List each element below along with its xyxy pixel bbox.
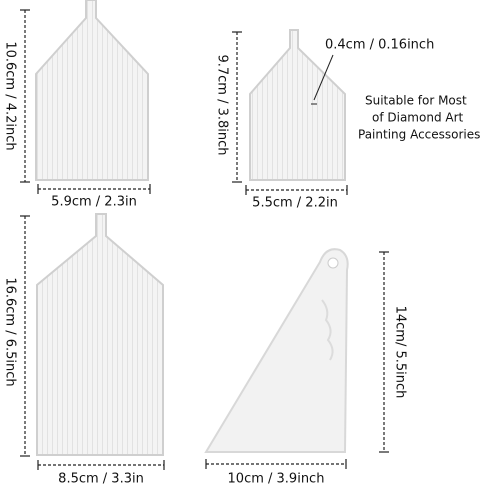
note-line: Suitable for Most [365, 94, 467, 108]
tray-large [36, 213, 164, 456]
height-label: 16.6cm / 6.5inch [3, 277, 18, 386]
height-label: 9.7cm / 3.8inch [215, 54, 230, 155]
tray-medium [249, 29, 346, 181]
width-label: 5.9cm / 2.3in [51, 195, 137, 210]
width-label: 8.5cm / 3.3in [58, 472, 144, 487]
width-label: 5.5cm / 2.2in [252, 196, 338, 211]
scraper [204, 248, 349, 453]
callout-line [313, 54, 334, 101]
scraper-grip [321, 299, 334, 361]
height-label: 10.6cm / 4.2inch [3, 41, 18, 150]
scraper-hole [327, 257, 339, 269]
callout-label: 0.4cm / 0.16inch [325, 38, 434, 53]
note-line: of Diamond Art [372, 111, 464, 125]
width-label: 10cm / 3.9inch [228, 472, 325, 487]
height-label: 14cm/ 5.5inch [393, 306, 408, 399]
tray-small [35, 0, 149, 181]
note-line: Painting Accessories [358, 128, 480, 142]
